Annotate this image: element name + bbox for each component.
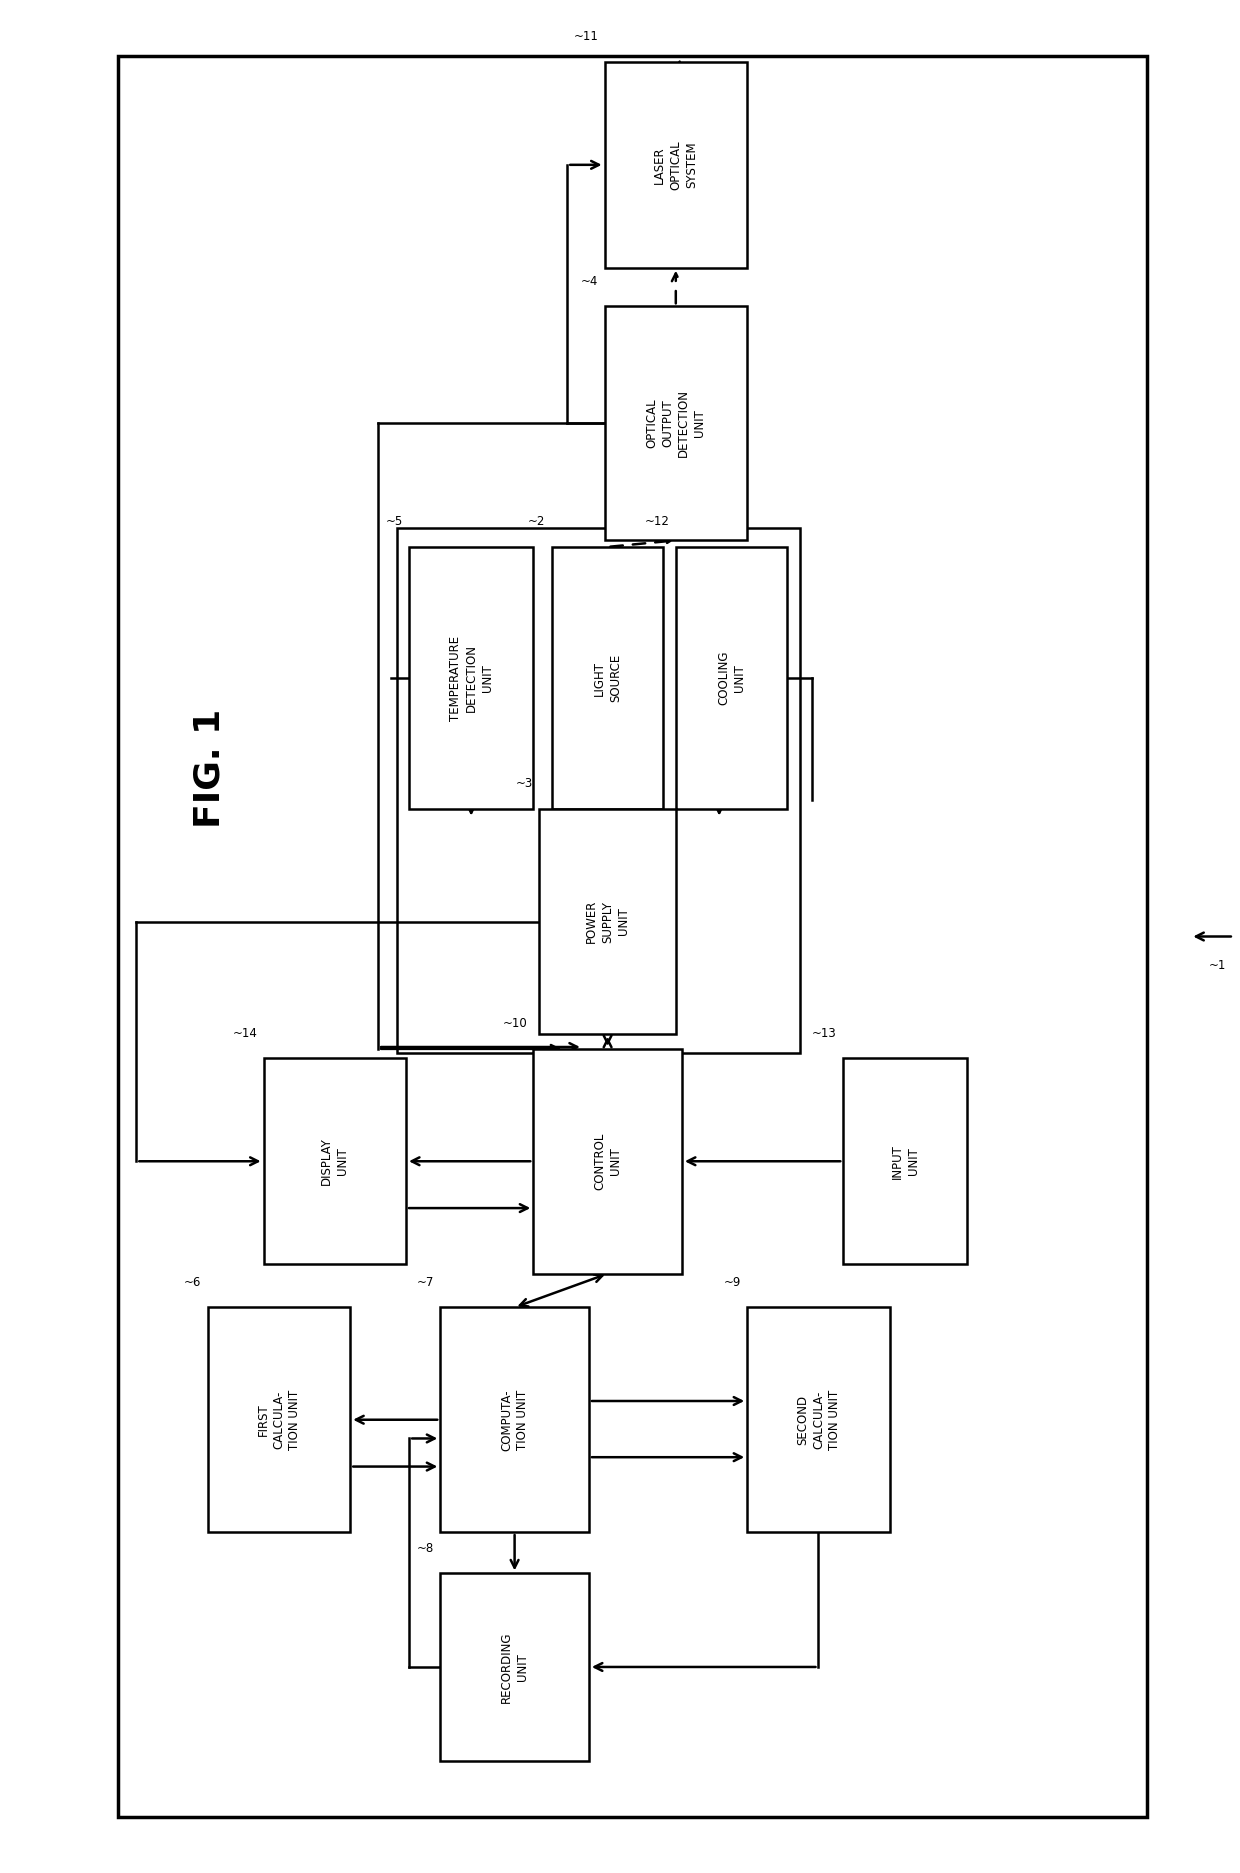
Text: ~2: ~2 xyxy=(528,515,546,528)
Text: COOLING
UNIT: COOLING UNIT xyxy=(717,650,746,706)
Bar xyxy=(605,307,746,541)
Text: LASER
OPTICAL
SYSTEM: LASER OPTICAL SYSTEM xyxy=(653,140,698,189)
Text: ~1: ~1 xyxy=(1209,959,1226,972)
Text: ~11: ~11 xyxy=(573,30,599,43)
Bar xyxy=(605,62,746,268)
Text: ~10: ~10 xyxy=(502,1017,527,1030)
Text: ~14: ~14 xyxy=(232,1026,258,1040)
Bar xyxy=(409,547,533,809)
Bar xyxy=(533,1049,682,1274)
Text: ~4: ~4 xyxy=(580,275,599,288)
Text: ~3: ~3 xyxy=(516,777,533,790)
Bar xyxy=(440,1573,589,1761)
Bar xyxy=(208,1307,351,1532)
Text: OPTICAL
OUTPUT
DETECTION
UNIT: OPTICAL OUTPUT DETECTION UNIT xyxy=(645,390,707,457)
Text: ~9: ~9 xyxy=(723,1276,742,1289)
Text: RECORDING
UNIT: RECORDING UNIT xyxy=(500,1631,529,1703)
Text: POWER
SUPPLY
UNIT: POWER SUPPLY UNIT xyxy=(585,899,630,944)
Text: COMPUTA-
TION UNIT: COMPUTA- TION UNIT xyxy=(500,1390,529,1450)
Bar xyxy=(397,528,800,1053)
Text: LIGHT
SOURCE: LIGHT SOURCE xyxy=(593,654,622,702)
Text: TEMPERATURE
DETECTION
UNIT: TEMPERATURE DETECTION UNIT xyxy=(449,635,494,721)
Text: DISPLAY
UNIT: DISPLAY UNIT xyxy=(320,1137,350,1186)
Bar xyxy=(118,56,1147,1817)
Text: FIG. 1: FIG. 1 xyxy=(192,708,226,828)
Text: CONTROL
UNIT: CONTROL UNIT xyxy=(593,1133,622,1189)
Text: SECOND
CALCULA-
TION UNIT: SECOND CALCULA- TION UNIT xyxy=(796,1390,841,1450)
Bar xyxy=(843,1058,967,1264)
Bar xyxy=(746,1307,890,1532)
Bar xyxy=(539,809,676,1034)
Text: ~7: ~7 xyxy=(417,1276,434,1289)
Text: INPUT
UNIT: INPUT UNIT xyxy=(890,1144,920,1178)
Bar xyxy=(263,1058,407,1264)
Text: ~8: ~8 xyxy=(417,1541,434,1555)
Text: ~5: ~5 xyxy=(386,515,403,528)
Text: FIRST
CALCULA-
TION UNIT: FIRST CALCULA- TION UNIT xyxy=(257,1390,301,1450)
Bar xyxy=(440,1307,589,1532)
Text: ~12: ~12 xyxy=(645,515,670,528)
Bar xyxy=(676,547,787,809)
Bar xyxy=(552,547,663,809)
Text: ~6: ~6 xyxy=(184,1276,201,1289)
Text: ~13: ~13 xyxy=(812,1026,837,1040)
